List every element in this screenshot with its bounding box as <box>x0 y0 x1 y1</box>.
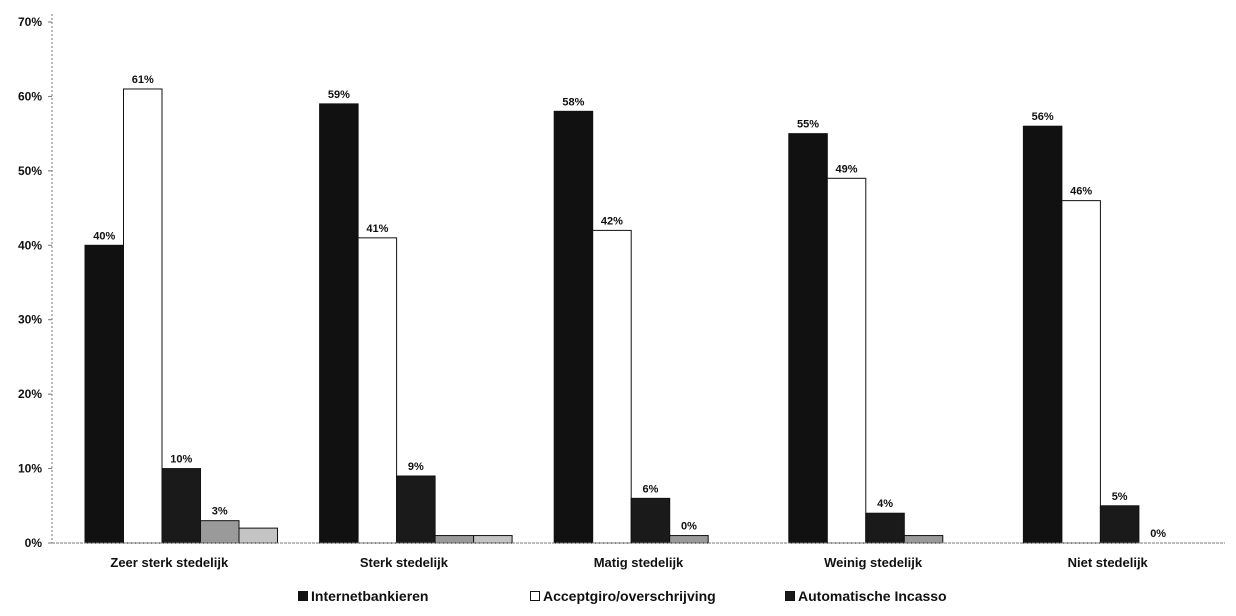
data-label: 9% <box>408 461 424 473</box>
data-label: 0% <box>681 521 697 533</box>
y-tick-label: 0% <box>25 536 43 550</box>
bar <box>123 88 163 544</box>
data-labels-group: 40% 59% 58% 55% 56% 61% 41% 42% 49% 46% 10% 9% 6% 4% 5… <box>93 74 1166 540</box>
data-label: 46% <box>1070 186 1092 198</box>
y-tick-label: 60% <box>18 89 42 103</box>
x-tick-label: Matig stedelijk <box>594 555 684 570</box>
legend-label: Internetbankieren <box>311 588 429 604</box>
y-axis: 0% 10% 20% 30% 40% 50% 60% 70% <box>18 14 53 550</box>
bar <box>788 133 828 544</box>
bar <box>1061 200 1101 544</box>
data-label: 4% <box>877 498 893 510</box>
legend-item-internetbankieren: Internetbankieren <box>298 588 428 604</box>
bar <box>200 520 240 544</box>
bar <box>161 468 201 544</box>
bar <box>903 535 944 544</box>
bar <box>238 527 278 544</box>
data-label: 42% <box>601 215 623 227</box>
data-label: 49% <box>836 163 858 175</box>
data-label: 40% <box>93 230 115 242</box>
data-label: 10% <box>170 454 192 466</box>
x-tick-label: Sterk stedelijk <box>360 555 449 570</box>
legend-swatch <box>298 591 308 601</box>
bars-group <box>84 88 1140 544</box>
bar <box>865 512 905 544</box>
bar <box>1099 505 1140 544</box>
legend-label: Acceptgiro/overschrijving <box>543 588 716 604</box>
data-label: 41% <box>366 223 388 235</box>
data-label: 6% <box>642 483 658 495</box>
bar <box>434 535 475 544</box>
bar <box>826 177 867 544</box>
y-tick-label: 10% <box>18 462 42 476</box>
legend-swatch <box>530 591 540 601</box>
data-label: 55% <box>797 119 819 131</box>
y-tick-label: 40% <box>18 238 42 252</box>
legend-item-acceptgiro: Acceptgiro/overschrijving <box>530 588 716 604</box>
x-tick-label: Niet stedelijk <box>1068 555 1149 570</box>
bar <box>669 535 709 544</box>
y-tick-label: 30% <box>18 313 42 327</box>
y-tick-label: 20% <box>18 387 42 401</box>
x-axis: Zeer sterk stedelijk Sterk stedelijk Matig… <box>52 542 1225 570</box>
bar <box>357 237 398 544</box>
legend-label: Automatische Incasso <box>798 588 947 604</box>
bar-chart: 0% 10% 20% 30% 40% 50% 60% 70% 40% 59% 58% 55% 56% 6… <box>18 14 1225 570</box>
bar <box>319 103 359 544</box>
data-label: 3% <box>212 506 228 518</box>
legend-swatch <box>785 591 795 601</box>
y-tick-label: 50% <box>18 164 42 178</box>
data-label: 59% <box>328 89 350 101</box>
bar <box>630 497 671 544</box>
data-label: 58% <box>562 96 584 108</box>
x-tick-label: Zeer sterk stedelijk <box>110 555 229 570</box>
bar <box>84 244 124 544</box>
bar <box>592 229 632 544</box>
data-label: 56% <box>1032 111 1054 123</box>
data-label: 5% <box>1112 491 1128 503</box>
legend-item-automatische-incasso: Automatische Incasso <box>785 588 947 604</box>
bar <box>1022 125 1063 544</box>
y-tick-label: 70% <box>18 15 42 29</box>
legend: Internetbankieren Acceptgiro/overschrijv… <box>0 588 1236 612</box>
bar <box>473 535 513 544</box>
bar <box>553 110 594 544</box>
data-label: 61% <box>132 74 154 86</box>
x-tick-label: Weinig stedelijk <box>824 555 923 570</box>
bar <box>396 475 436 544</box>
data-label: 0% <box>1150 528 1166 540</box>
